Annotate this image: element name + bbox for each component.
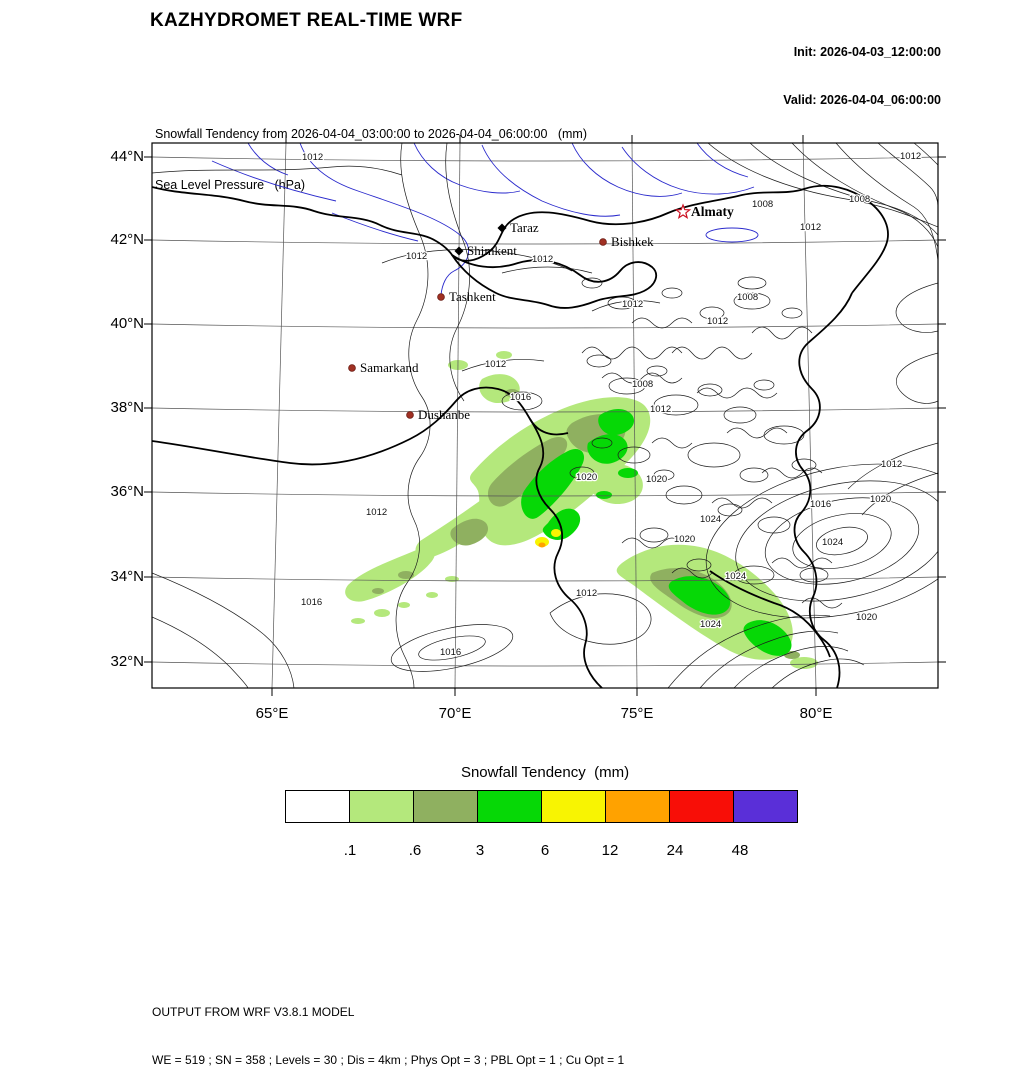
city-label: Dushanbe: [418, 407, 470, 422]
lon-tick-80e: 80°E: [799, 705, 833, 722]
diamond-icon: [454, 246, 464, 256]
colorbar-cell: [541, 790, 606, 823]
snowfall-shading-layer: [345, 351, 818, 669]
pressure-labels-layer: 1012 1012 1008 1008 1012 1012 1012 1012 1008 1012…: [300, 150, 923, 660]
lat-tick-38n: 38°N: [110, 399, 144, 416]
dot-icon: [599, 238, 607, 246]
city-almaty: Almaty: [674, 203, 734, 220]
city-label: Shimkent: [467, 243, 517, 258]
pressure-contours-layer: [152, 143, 938, 688]
colorbar-cell: [733, 790, 798, 823]
colorbar-tick-labels: .1 .6 3 6 12 24 48: [285, 842, 805, 862]
city-dushanbe: Dushanbe: [406, 407, 470, 422]
pressure-label: 1012: [707, 316, 728, 327]
pressure-label: 1012: [650, 404, 671, 415]
diamond-icon: [497, 223, 507, 233]
pressure-label: 1012: [622, 299, 643, 310]
weather-map: 1012 1012 1008 1008 1012 1012 1012 1012 1008 1012…: [144, 135, 946, 696]
pressure-label: 1020: [576, 472, 597, 483]
dot-icon: [406, 411, 414, 419]
pressure-label: 1020: [646, 474, 667, 485]
pressure-label: 1024: [822, 537, 843, 548]
colorbar-cell: [669, 790, 734, 823]
city-tashkent: Tashkent: [437, 289, 496, 304]
colorbar-cell: [349, 790, 414, 823]
colorbar-tick: .1: [343, 842, 357, 859]
pressure-label: 1012: [366, 507, 387, 518]
pressure-label: 1016: [440, 647, 461, 658]
colorbar-tick: .6: [408, 842, 422, 859]
pressure-label: 1020: [870, 494, 891, 505]
pressure-label: 1012: [576, 588, 597, 599]
lat-tick-32n: 32°N: [110, 653, 144, 670]
lon-tick-65e: 65°E: [255, 705, 289, 722]
pressure-label: 1008: [752, 199, 773, 210]
dot-icon: [437, 293, 445, 301]
lat-tick-42n: 42°N: [110, 231, 144, 248]
valid-time-label: Valid: 2026-04-04_06:00:00: [783, 93, 941, 107]
pressure-label: 1016: [510, 392, 531, 403]
lat-tick-44n: 44°N: [110, 148, 144, 165]
footer-line2: WE = 519 ; SN = 358 ; Levels = 30 ; Dis …: [152, 1053, 625, 1067]
borders-layer: [152, 184, 889, 688]
city-label: Samarkand: [360, 360, 419, 375]
wrf-weather-map-page: { "header": { "title": "KAZHYDROMET REAL…: [110, 10, 946, 1067]
subtitle-line2: Sea Level Pressure (hPa): [155, 178, 306, 192]
colorbar-tick: 12: [601, 842, 619, 859]
city-taraz: Taraz: [497, 220, 539, 235]
subtitle-line1: Snowfall Tendency from 2026-04-04_03:00:…: [155, 127, 587, 141]
run-info: Init: 2026-04-03_12:00:00 Valid: 2026-04…: [783, 12, 941, 124]
lat-tick-40n: 40°N: [110, 315, 144, 332]
colorbar-tick: 3: [475, 842, 485, 859]
pressure-label: 1016: [810, 499, 831, 510]
pressure-label: 1012: [406, 251, 427, 262]
pressure-label: 1008: [849, 194, 870, 205]
pressure-label: 1016: [301, 597, 322, 608]
colorbar-tick: 6: [540, 842, 550, 859]
lon-tick-70e: 70°E: [438, 705, 472, 722]
lon-tick-75e: 75°E: [620, 705, 654, 722]
pressure-label: 1012: [485, 359, 506, 370]
pressure-label: 1008: [632, 379, 653, 390]
lat-tick-34n: 34°N: [110, 568, 144, 585]
footer-line1: OUTPUT FROM WRF V3.8.1 MODEL: [152, 1005, 355, 1019]
city-shimkent: Shimkent: [454, 243, 517, 258]
city-label: Taraz: [510, 220, 539, 235]
pressure-label: 1012: [532, 254, 553, 265]
colorbar-cell: [285, 790, 350, 823]
city-bishkek: Bishkek: [599, 234, 654, 249]
snowfall-colorbar: [285, 790, 805, 823]
colorbar-cell: [605, 790, 670, 823]
pressure-label: 1012: [302, 152, 323, 163]
pressure-label: 1008: [737, 292, 758, 303]
pressure-label: 1012: [800, 222, 821, 233]
colorbar-tick: 48: [731, 842, 749, 859]
colorbar-cell: [477, 790, 542, 823]
plot-subtitle: Snowfall Tendency from 2026-04-04_03:00:…: [155, 92, 587, 211]
map-frame: [151, 142, 939, 689]
cities-layer: Almaty Taraz Shimkent Bishkek Tashkent Samark…: [348, 203, 734, 422]
city-label: Bishkek: [611, 234, 654, 249]
legend-title: Snowfall Tendency (mm): [460, 764, 630, 781]
colorbar-cell: [413, 790, 478, 823]
city-label: Almaty: [691, 204, 734, 219]
pressure-label: 1024: [725, 571, 746, 582]
pressure-label: 1020: [856, 612, 877, 623]
lat-tick-36n: 36°N: [110, 483, 144, 500]
page-title: KAZHYDROMET REAL-TIME WRF: [150, 10, 463, 31]
model-footer: OUTPUT FROM WRF V3.8.1 MODEL WE = 519 ; …: [152, 972, 624, 1084]
init-time-label: Init: 2026-04-03_12:00:00: [793, 45, 941, 59]
axis-ticks-layer: [144, 135, 946, 696]
city-label: Tashkent: [449, 289, 496, 304]
rivers-layer: [211, 143, 759, 296]
city-samarkand: Samarkand: [348, 360, 419, 375]
dot-icon: [348, 364, 356, 372]
pressure-label: 1012: [881, 459, 902, 470]
colorbar-tick: 24: [666, 842, 684, 859]
star-icon: [674, 203, 692, 220]
pressure-label: 1024: [700, 514, 721, 525]
pressure-label: 1012: [900, 151, 921, 162]
pressure-label: 1024: [700, 619, 721, 630]
pressure-label: 1020: [674, 534, 695, 545]
